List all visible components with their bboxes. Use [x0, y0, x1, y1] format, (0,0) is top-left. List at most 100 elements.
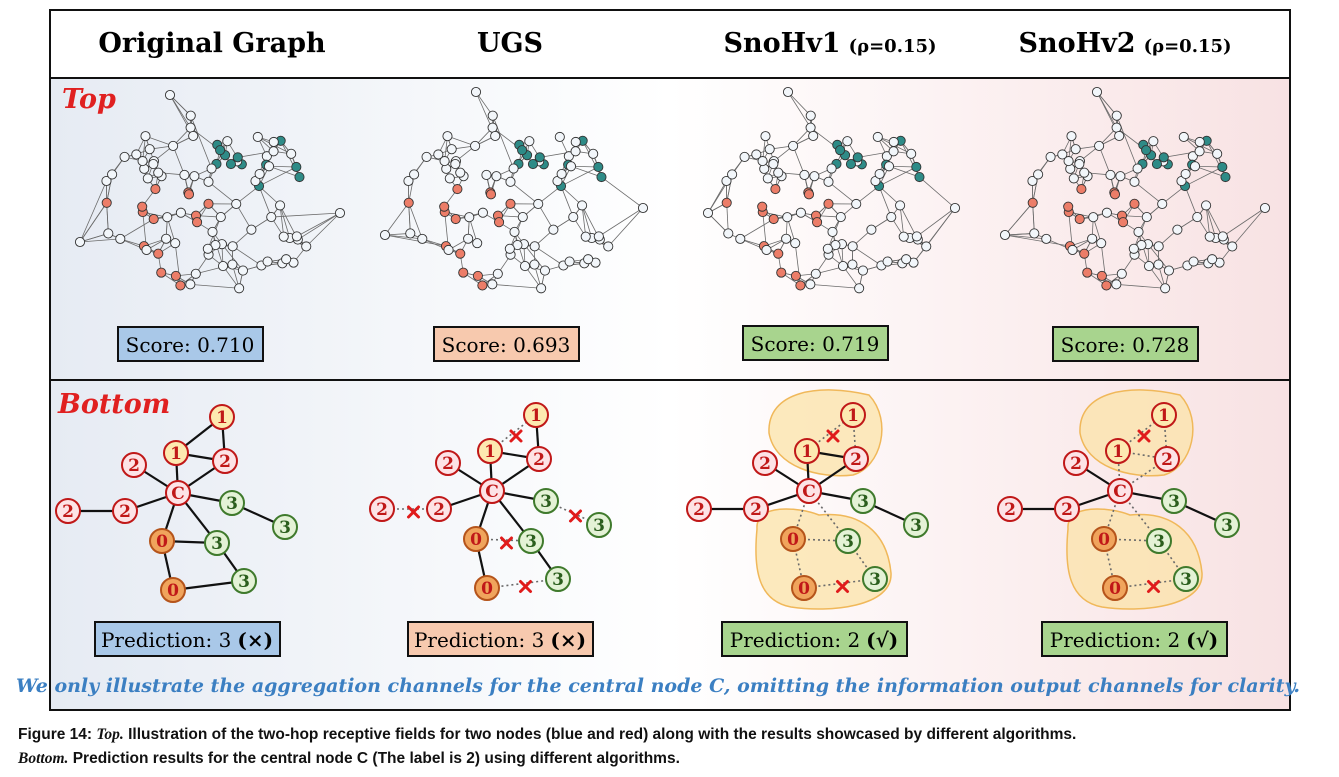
figure-caption-line-2: Bottom. Prediction results for the centr… [18, 750, 680, 768]
graph-node [141, 244, 152, 256]
graph-node [911, 231, 922, 242]
node-label-0: 0 [160, 577, 186, 603]
graph-node [517, 145, 528, 156]
node-label-3: 3 [586, 512, 612, 538]
graph-node [472, 270, 483, 281]
graph-edge [106, 202, 109, 234]
graph-node [477, 280, 488, 291]
graph-node [593, 231, 604, 242]
graph-node [281, 254, 292, 265]
score-original: Score: 0.710 [126, 333, 255, 357]
node-label-text: C [1113, 482, 1127, 502]
node-label-3: 3 [204, 530, 230, 556]
graph-node [443, 244, 454, 256]
graph-node [450, 159, 461, 170]
graph-node [231, 198, 242, 210]
graph-node [232, 152, 243, 163]
graph-node [225, 159, 237, 170]
graph-node [185, 122, 196, 133]
node-label-2: 2 [369, 496, 395, 522]
graph-edge [1205, 205, 1211, 237]
node-label-2: 2 [997, 496, 1023, 522]
node-label-0: 0 [463, 526, 489, 552]
graph-edge [523, 243, 546, 271]
node-label-text: 2 [442, 454, 454, 474]
graph-node [529, 259, 540, 270]
graph-node [203, 176, 214, 187]
graph-node [580, 231, 591, 242]
graph-edge [408, 202, 423, 240]
node-label-text: 3 [842, 532, 854, 552]
graph-node [882, 256, 893, 267]
graph-node [851, 198, 862, 210]
graph-node [1128, 243, 1139, 254]
graph-node [1101, 280, 1112, 291]
graph-node [156, 267, 167, 278]
graph-edge [190, 283, 240, 289]
graph-edge [1004, 234, 1047, 240]
neighborhood-edge [792, 490, 810, 540]
node-label-1: 1 [1105, 438, 1131, 464]
graph-node [464, 212, 475, 223]
graph-node [1109, 189, 1121, 200]
graph-node [596, 171, 607, 183]
graph-node [150, 184, 161, 195]
node-label-text: 1 [847, 406, 859, 426]
graph-node [554, 131, 565, 143]
score-box-snohv2-bg [1052, 326, 1199, 362]
graph-node [883, 161, 895, 172]
graph-node [1151, 159, 1163, 170]
graph-node [1188, 256, 1199, 267]
graph-node [768, 213, 779, 225]
graph-node [847, 259, 858, 270]
node-label-text: 2 [533, 450, 545, 470]
row-label-bottom: Bottom [57, 389, 170, 420]
node-label-text: 2 [1161, 450, 1173, 470]
graph-node [379, 229, 391, 241]
graph-node [1074, 213, 1085, 225]
graph-edge [1222, 207, 1266, 237]
graph-edge [534, 245, 564, 266]
graph-edge [79, 202, 108, 243]
graph-node [781, 233, 792, 244]
graph-node [1118, 217, 1129, 228]
graph-node [1204, 231, 1215, 242]
graph-1 [379, 86, 649, 294]
graph-edge [279, 205, 291, 239]
graph-node [570, 136, 581, 148]
graph-edge [221, 243, 244, 271]
graph-edge [296, 212, 341, 237]
graph-edge [79, 238, 121, 243]
graph-edge [79, 180, 107, 243]
graph-node [895, 200, 906, 211]
graph-node [162, 212, 173, 223]
node-label-2: 2 [1063, 450, 1089, 476]
graph-node [1115, 171, 1126, 182]
graph-node [1096, 270, 1107, 281]
graph-node [519, 261, 531, 272]
graph-edge [607, 207, 644, 247]
graph-node [403, 197, 414, 208]
node-label-text: 0 [156, 532, 168, 552]
prediction-box-original-bg [94, 621, 281, 657]
graph-node [548, 224, 559, 235]
graph-node [570, 146, 581, 157]
score-ugs: Score: 0.693 [442, 333, 571, 357]
graph-node [735, 233, 746, 244]
graph-node [192, 217, 203, 228]
removed-edge-cross-icon [569, 509, 582, 523]
graph-node [217, 261, 229, 272]
node-label-text: 0 [470, 530, 482, 550]
graph-edge [1096, 91, 1118, 116]
illustration-note: We only illustrate the aggregation chann… [16, 675, 1300, 697]
node-label-0: 0 [780, 526, 806, 552]
graph-node [421, 151, 432, 162]
node-label-3: 3 [545, 566, 571, 592]
graph-node [301, 241, 312, 252]
graph-node [1133, 226, 1144, 237]
graph-node [1153, 241, 1164, 252]
graph-node [1157, 198, 1168, 210]
graph-node [294, 171, 305, 183]
node-label-text: 2 [433, 500, 445, 520]
